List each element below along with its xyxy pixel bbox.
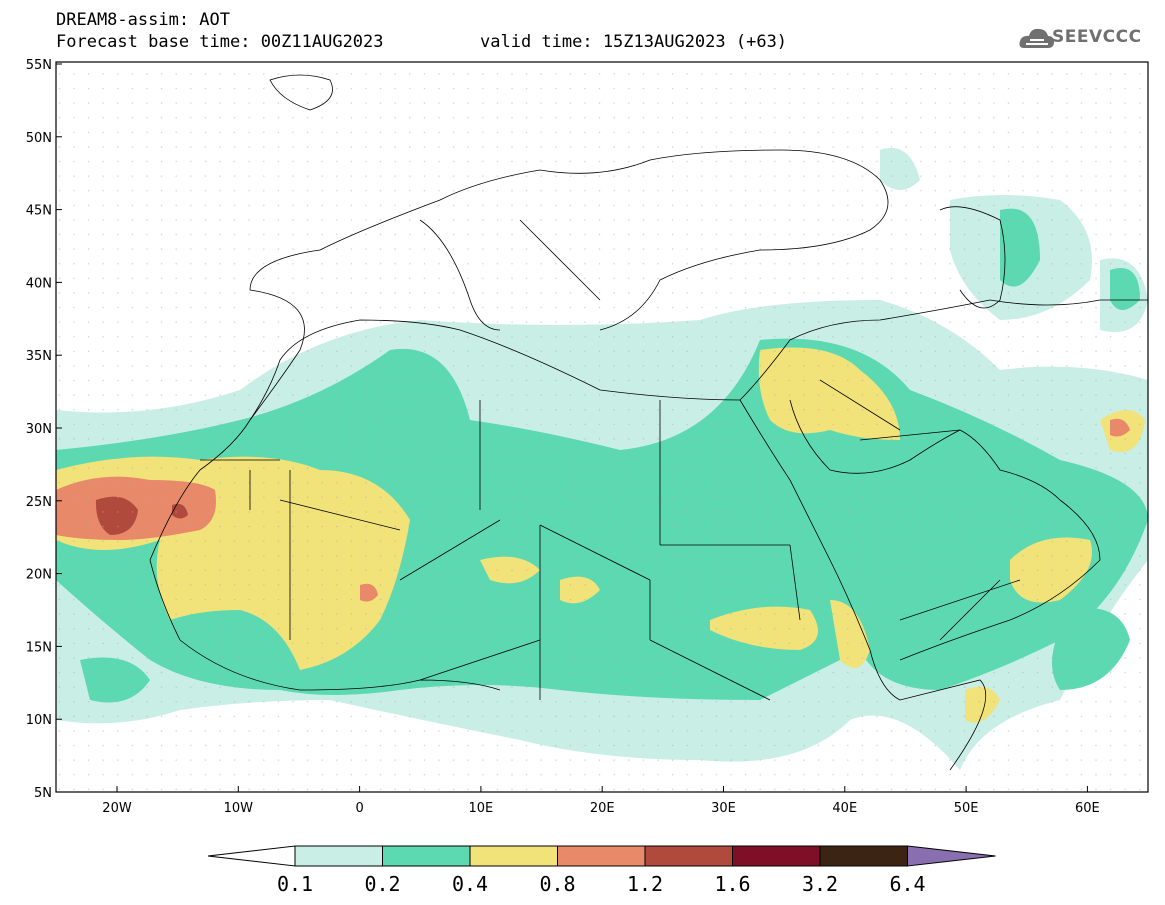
latitude-label: 50N <box>26 131 52 146</box>
longitude-label: 10W <box>224 801 254 816</box>
colorbar-under-triangle <box>207 845 296 867</box>
colorbar <box>207 845 996 867</box>
longitude-label: 30E <box>711 801 736 816</box>
latitude-label: 55N <box>26 58 52 73</box>
colorbar-over-triangle <box>907 845 996 867</box>
latitude-label: 45N <box>26 204 52 219</box>
latitude-label: 25N <box>26 495 52 510</box>
longitude-label: 20E <box>590 801 615 816</box>
colorbar-segment <box>819 845 908 867</box>
latitude-label: 5N <box>34 786 52 801</box>
latitude-label: 20N <box>26 568 52 583</box>
colorbar-segment <box>557 845 646 867</box>
colorbar-label: 3.2 <box>801 872 839 896</box>
colorbar-label: 1.2 <box>626 872 664 896</box>
latitude-label: 35N <box>26 349 52 364</box>
longitude-label: 10E <box>469 801 494 816</box>
longitude-label: 50E <box>954 801 979 816</box>
colorbar-label: 0.8 <box>539 872 576 896</box>
colorbar-label: 0.4 <box>451 872 489 896</box>
logo-text: SEEVCCC <box>1052 27 1142 47</box>
latitude-label: 15N <box>26 640 52 655</box>
latitude-label: 10N <box>26 713 52 728</box>
coastlines <box>149 74 1148 771</box>
map-title: DREAM8-assim: AOT <box>56 10 230 30</box>
latitude-label: 40N <box>26 276 52 291</box>
colorbar-segment <box>294 845 383 867</box>
valid-time: valid time: 15Z13AUG2023 (+63) <box>480 32 788 52</box>
latitude-label: 30N <box>26 422 52 437</box>
longitude-label: 20W <box>102 801 132 816</box>
colorbar-label: 0.1 <box>276 872 314 896</box>
latitude-axis: 55N 50N 45N 40N 35N 30N 25N 20N 15N 10N 5N <box>26 58 62 801</box>
longitude-label: 0 <box>355 801 363 816</box>
colorbar-segment <box>469 845 558 867</box>
colorbar-label: 1.6 <box>714 872 751 896</box>
colorbar-label: 0.2 <box>364 872 401 896</box>
longitude-label: 40E <box>832 801 857 816</box>
colorbar-label: 6.4 <box>889 872 926 896</box>
longitude-label: 60E <box>1075 801 1100 816</box>
colorbar-segment <box>382 845 471 867</box>
cloud-icon <box>1019 28 1054 48</box>
colorbar-segment <box>732 845 821 867</box>
longitude-axis: 20W 10W 0 10E 20E 30E 40E 50E 60E <box>102 786 1100 816</box>
forecast-base-time: Forecast base time: 00Z11AUG2023 <box>56 32 384 52</box>
colorbar-segment <box>644 845 733 867</box>
